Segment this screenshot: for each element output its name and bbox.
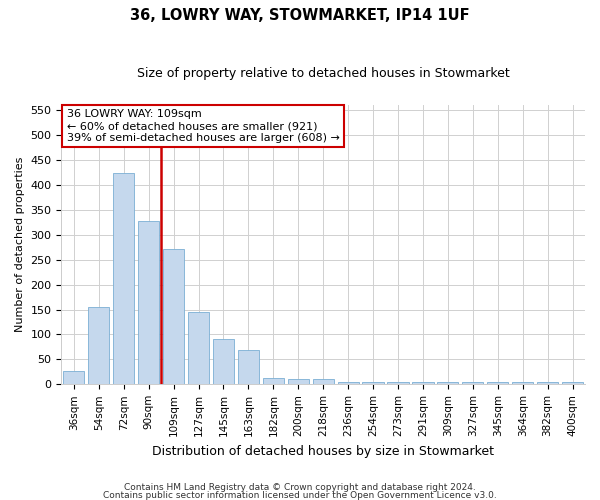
Bar bbox=[138, 222, 159, 384]
Bar bbox=[362, 382, 383, 384]
Bar bbox=[487, 382, 508, 384]
X-axis label: Distribution of detached houses by size in Stowmarket: Distribution of detached houses by size … bbox=[152, 444, 494, 458]
Bar bbox=[313, 380, 334, 384]
Text: 36 LOWRY WAY: 109sqm
← 60% of detached houses are smaller (921)
39% of semi-deta: 36 LOWRY WAY: 109sqm ← 60% of detached h… bbox=[67, 110, 340, 142]
Bar bbox=[537, 382, 558, 384]
Bar bbox=[113, 172, 134, 384]
Bar bbox=[163, 249, 184, 384]
Bar bbox=[213, 340, 234, 384]
Bar bbox=[238, 350, 259, 384]
Bar bbox=[388, 382, 409, 384]
Bar bbox=[512, 382, 533, 384]
Bar bbox=[338, 382, 359, 384]
Bar bbox=[63, 371, 85, 384]
Bar bbox=[287, 380, 309, 384]
Text: 36, LOWRY WAY, STOWMARKET, IP14 1UF: 36, LOWRY WAY, STOWMARKET, IP14 1UF bbox=[130, 8, 470, 22]
Title: Size of property relative to detached houses in Stowmarket: Size of property relative to detached ho… bbox=[137, 68, 509, 80]
Bar bbox=[412, 382, 434, 384]
Text: Contains public sector information licensed under the Open Government Licence v3: Contains public sector information licen… bbox=[103, 490, 497, 500]
Y-axis label: Number of detached properties: Number of detached properties bbox=[15, 157, 25, 332]
Bar bbox=[188, 312, 209, 384]
Bar bbox=[88, 307, 109, 384]
Bar bbox=[437, 382, 458, 384]
Bar bbox=[462, 382, 484, 384]
Text: Contains HM Land Registry data © Crown copyright and database right 2024.: Contains HM Land Registry data © Crown c… bbox=[124, 484, 476, 492]
Bar bbox=[562, 382, 583, 384]
Bar bbox=[263, 378, 284, 384]
